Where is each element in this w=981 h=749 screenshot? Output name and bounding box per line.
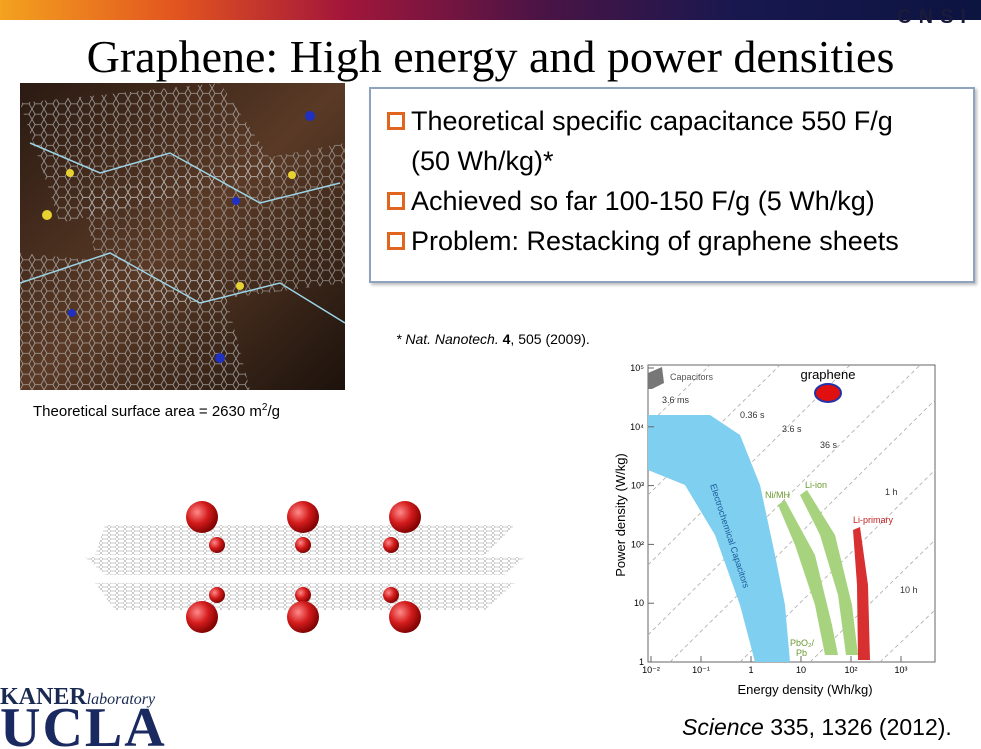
region-label: Li-ion [805,480,827,490]
citation-journal: Science [682,714,764,740]
y-axis-label: Power density (W/kg) [613,453,628,577]
x-tick-label: 10³ [894,665,907,675]
ragone-plot: graphene Capacitors Electrochemical Capa… [613,363,936,697]
lab-text: laboratory [86,691,156,708]
footnote-rest: , 505 (2009). [510,331,590,347]
citation: Science 335, 1326 (2012). [682,714,952,741]
bullet-box: Theoretical specific capacitance 550 F/g… [369,87,975,283]
region-label: Ni/MH [765,490,790,500]
footnote-journal: Nat. Nanotech. [405,331,499,347]
y-tick-label: 10 [634,598,644,608]
sheets-image [85,501,525,633]
region-label: PbO₂/ [790,638,815,648]
footnote-volume: 4 [502,331,511,347]
title: Graphene: High energy and power densitie… [86,31,895,82]
nimh-region [778,500,838,655]
x-tick-label: 10 [796,665,806,675]
y-tick-label: 1 [639,657,644,667]
graphene-marker [814,383,842,403]
ec-region [648,415,790,662]
region-label: Capacitors [670,372,714,382]
graphene-image [20,83,345,390]
bullet: Theoretical specific capacitance 550 F/g [379,101,965,141]
capacitor-region [648,367,664,389]
region-label: Pb [796,648,807,658]
time-label: 36 s [820,440,838,450]
graphene-label: graphene [801,367,856,382]
image-caption: Theoretical surface area = 2630 m2/g [33,402,280,420]
bullet: Problem: Restacking of graphene sheets [379,221,965,261]
ucla-logo: UCLA [0,697,167,749]
time-label: 1 h [885,487,898,497]
liion-region [800,490,858,655]
footnote-star: * [396,331,406,347]
footnote: * Nat. Nanotech. 4, 505 (2009). [396,331,590,347]
y-tick-label: 10² [631,539,644,549]
time-label: 10 h [900,585,918,595]
kaner-text: KANER [0,684,87,710]
y-tick-label: 10³ [631,481,644,491]
cnsi-logo: CNSI [897,6,973,28]
x-tick-label: 1 [748,665,753,675]
x-tick-label: 10⁻² [642,665,660,675]
y-tick-label: 10⁴ [630,422,644,432]
time-label: 3.6 ms [662,395,690,405]
bullet-continuation: (50 Wh/kg)* [411,146,554,176]
liprimary-region [853,527,870,660]
caption-sup: 2 [261,402,268,413]
caption-unit: /g [267,403,280,420]
bullet: Achieved so far 100-150 F/g (5 Wh/kg) [379,181,965,221]
x-tick-label: 10⁻¹ [692,665,710,675]
x-tick-label: 10² [844,665,857,675]
bullet-text: Problem: Restacking of graphene sheets [411,226,899,256]
time-label: 3.6 s [782,424,802,434]
region-label: Li-primary [853,515,894,525]
citation-rest: 335, 1326 (2012). [763,714,952,740]
top-bar [0,0,981,20]
kaner-logo: KANERlaboratory [0,684,155,711]
caption-text: Theoretical surface area = 2630 m [33,403,262,420]
time-label: 0.36 s [740,410,765,420]
bullet-text: Achieved so far 100-150 F/g (5 Wh/kg) [411,186,875,216]
bullet-text: Theoretical specific capacitance 550 F/g [411,106,893,136]
y-tick-label: 10⁵ [630,363,644,373]
x-axis-label: Energy density (Wh/kg) [737,682,872,697]
